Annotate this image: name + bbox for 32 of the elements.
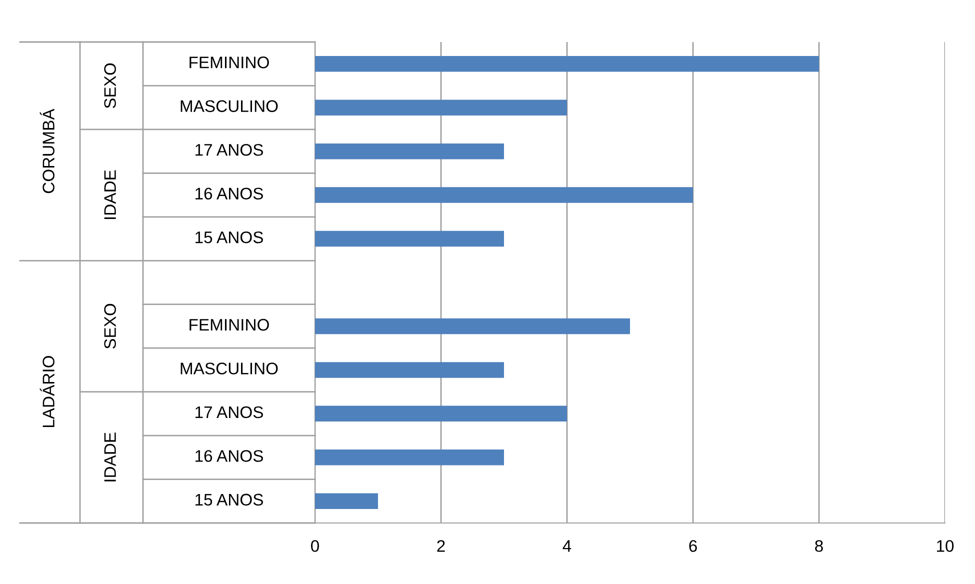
- y-tick-label: 16 ANOS: [196, 188, 263, 200]
- bar: [315, 493, 378, 510]
- bar: [315, 318, 630, 334]
- bar: [315, 450, 504, 466]
- text: SEXO: [104, 304, 116, 349]
- x-tick-label: 8: [815, 540, 823, 552]
- x-tick-label: 10: [937, 540, 954, 552]
- y-tick-label: 15 ANOS: [196, 231, 263, 244]
- bar: [315, 143, 504, 160]
- y-tick-label: 17 ANOS: [196, 406, 263, 418]
- text: IDADE: [104, 170, 116, 219]
- y-tick-label: 17 ANOS: [196, 144, 263, 156]
- text: IDADE: [104, 432, 116, 482]
- bar: [315, 187, 693, 203]
- y-tick-label: MASCULINO: [180, 362, 278, 374]
- y-tick-label: MASCULINO: [180, 100, 278, 112]
- bar: [315, 230, 504, 247]
- x-tick-label: 0: [311, 540, 319, 552]
- bar: [315, 56, 819, 72]
- y-tick-label: 15 ANOS: [196, 494, 263, 506]
- x-tick-label: 6: [689, 540, 697, 552]
- x-tick-label: 4: [562, 540, 572, 552]
- bar: [315, 406, 567, 422]
- y-tick-label: FEMININO: [190, 318, 269, 331]
- text: LADÁRIO: [40, 356, 54, 428]
- y-tick-label: 16 ANOS: [196, 450, 263, 462]
- y-tick-label: FEMININO: [190, 56, 269, 68]
- text: SEXO: [104, 63, 116, 108]
- text: CORUMBÁ: [40, 108, 54, 194]
- x-tick-label: 2: [437, 540, 445, 552]
- bar: [315, 100, 567, 116]
- bar: [315, 362, 504, 378]
